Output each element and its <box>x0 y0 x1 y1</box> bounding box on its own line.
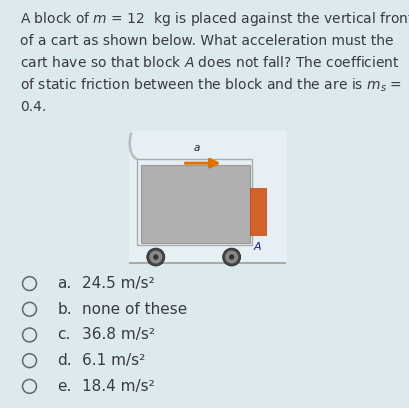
Text: e.: e. <box>57 379 72 394</box>
Text: none of these: none of these <box>82 302 187 317</box>
Text: 24.5 m/s²: 24.5 m/s² <box>82 276 154 291</box>
Text: $\it{a}$: $\it{a}$ <box>193 143 200 153</box>
Text: d.: d. <box>57 353 72 368</box>
Circle shape <box>153 254 158 260</box>
Text: a.: a. <box>57 276 72 291</box>
Circle shape <box>225 251 238 264</box>
Bar <box>137 159 252 245</box>
Text: 36.8 m/s²: 36.8 m/s² <box>82 328 155 342</box>
Text: A block of $m$ = 12  kg is placed against the vertical front
of a cart as shown : A block of $m$ = 12 kg is placed against… <box>20 10 409 115</box>
Bar <box>141 165 249 243</box>
Text: b.: b. <box>57 302 72 317</box>
Text: c.: c. <box>57 328 71 342</box>
Text: 18.4 m/s²: 18.4 m/s² <box>82 379 154 394</box>
Text: A: A <box>254 242 261 252</box>
Circle shape <box>228 254 234 260</box>
Circle shape <box>146 248 164 266</box>
Bar <box>249 188 265 235</box>
Circle shape <box>222 248 240 266</box>
Text: 6.1 m/s²: 6.1 m/s² <box>82 353 145 368</box>
Circle shape <box>149 251 162 264</box>
FancyBboxPatch shape <box>129 131 286 263</box>
